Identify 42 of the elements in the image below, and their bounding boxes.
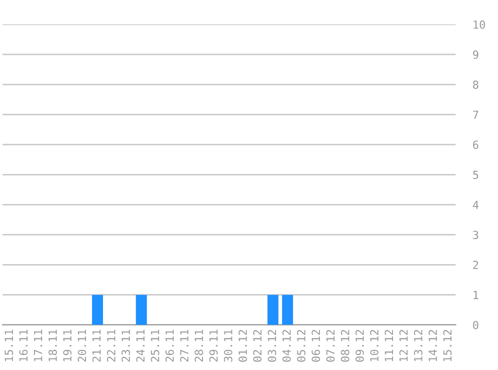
x-tick-label: 09.12 <box>355 330 364 362</box>
x-tick-label: 29.11 <box>209 330 218 362</box>
x-tick-label: 06.12 <box>312 330 320 362</box>
x-tick-label: 12.12 <box>399 330 408 362</box>
x-tick-label: 28.11 <box>194 330 204 362</box>
y-tick-label: 1 <box>474 290 478 300</box>
y-tick-label: 9 <box>473 50 478 59</box>
y-tick-label: 10 <box>474 20 485 29</box>
x-tick-label: 05.12 <box>297 330 306 362</box>
x-tick-label: 25.11 <box>150 330 160 362</box>
x-tick-label: 19.11 <box>63 330 72 362</box>
x-tick-label: 15.11 <box>4 330 14 362</box>
y-tick-label: 4 <box>472 200 478 209</box>
x-tick-label: 26.11 <box>165 330 174 362</box>
y-tick-label: 2 <box>473 260 478 270</box>
y-tick-label: 0 <box>473 320 478 330</box>
x-tick-label: 17.11 <box>34 330 42 362</box>
x-tick-label: 30.11 <box>224 330 232 362</box>
x-tick-label: 04.12 <box>282 330 291 362</box>
x-tick-label: 13.12 <box>414 330 422 362</box>
x-tick-label: 15.12 <box>443 330 452 362</box>
y-tick-label: 6 <box>473 140 478 150</box>
x-tick-label: 14.12 <box>428 330 437 362</box>
x-tick-label: 07.12 <box>326 330 335 362</box>
x-tick-label: 20.11 <box>78 330 86 362</box>
x-tick-label: 08.12 <box>340 330 350 362</box>
x-tick-label: 18.11 <box>48 330 57 362</box>
x-tick-label: 11.12 <box>384 330 393 362</box>
x-tick-label: 21.11 <box>92 330 101 362</box>
x-tick-label: 16.11 <box>19 330 28 362</box>
x-tick-label: 01.12 <box>238 330 247 362</box>
x-tick-label: 24.11 <box>136 330 144 362</box>
y-tick-label: 7 <box>473 110 478 119</box>
x-tick-label: 03.12 <box>268 330 276 362</box>
x-tick-label: 27.11 <box>180 330 188 362</box>
x-tick-label: 22.11 <box>106 330 116 362</box>
x-tick-label: 10.12 <box>370 330 379 362</box>
x-tick-label: 23.11 <box>122 330 130 362</box>
x-tick-label: 02.12 <box>253 330 262 362</box>
y-tick-label: 3 <box>473 230 478 240</box>
y-tick-label: 8 <box>473 80 478 89</box>
y-tick-label: 5 <box>473 170 478 180</box>
